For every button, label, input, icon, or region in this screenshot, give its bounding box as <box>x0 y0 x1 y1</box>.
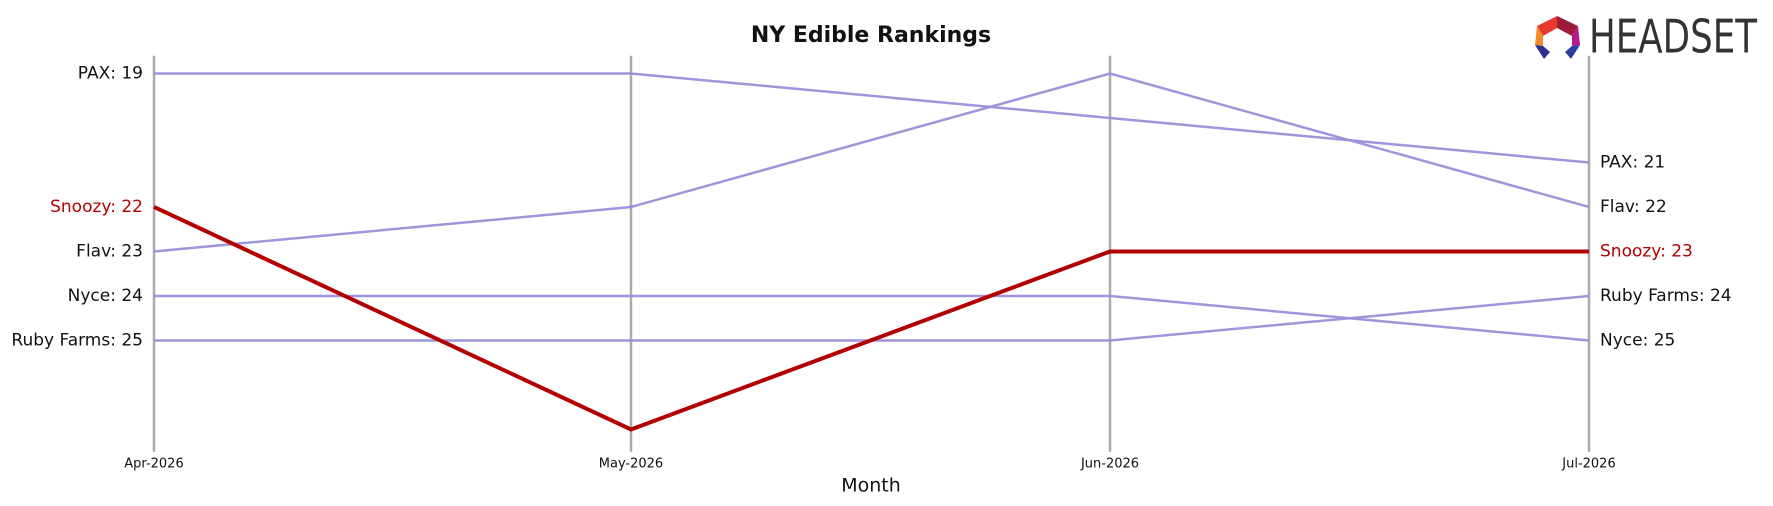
x-tick-label: Apr-2026 <box>124 457 183 472</box>
series-line <box>154 294 1590 342</box>
end-label: Snoozy: 23 <box>1600 241 1693 261</box>
logo-icon <box>1565 45 1580 59</box>
logo: HEADSET <box>1535 10 1758 64</box>
start-label: PAX: 19 <box>78 63 143 83</box>
logo-icon <box>1572 26 1580 46</box>
end-label: PAX: 21 <box>1600 152 1665 172</box>
start-label: Nyce: 24 <box>68 286 143 306</box>
start-label: Flav: 23 <box>76 241 143 261</box>
series-line <box>154 72 1590 164</box>
start-label: Snoozy: 22 <box>50 197 143 217</box>
series-line <box>154 294 1590 342</box>
logo-text: HEADSET <box>1589 10 1758 64</box>
x-tick-label: Jul-2026 <box>1561 457 1615 472</box>
end-label: Nyce: 25 <box>1600 330 1675 350</box>
logo-icon <box>1557 16 1578 36</box>
logo-icon <box>1535 26 1543 46</box>
logo-icon <box>1535 45 1550 59</box>
x-tick-label: Jun-2026 <box>1080 457 1139 472</box>
logo-icon <box>1537 16 1557 36</box>
series-line <box>153 205 1589 432</box>
series-line <box>153 72 1590 253</box>
chart-title: NY Edible Rankings <box>751 23 991 48</box>
x-axis-label: Month <box>841 475 901 497</box>
end-label: Flav: 22 <box>1600 197 1667 217</box>
start-label: Ruby Farms: 25 <box>11 330 143 350</box>
end-label: Ruby Farms: 24 <box>1600 286 1732 306</box>
x-tick-label: May-2026 <box>599 457 663 472</box>
